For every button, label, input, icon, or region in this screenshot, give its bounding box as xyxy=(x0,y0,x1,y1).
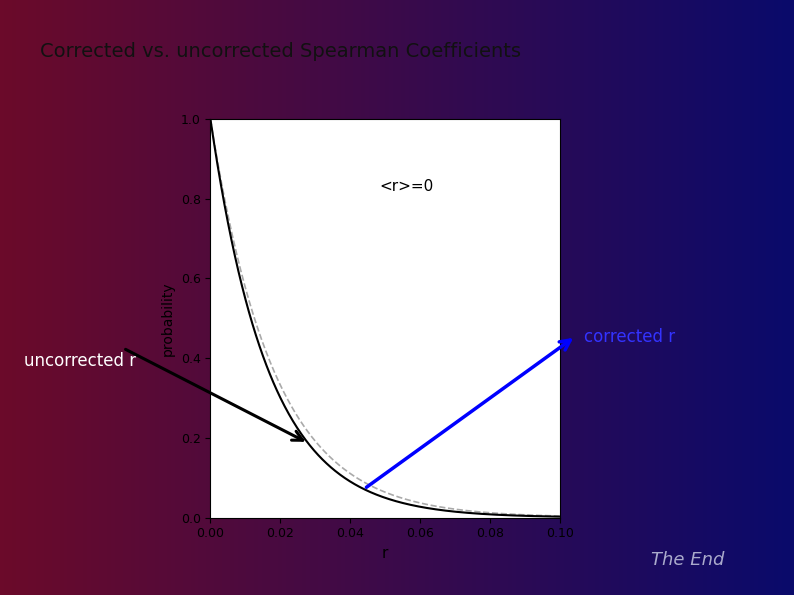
Y-axis label: probability: probability xyxy=(161,281,175,356)
Text: corrected r: corrected r xyxy=(584,328,675,346)
X-axis label: r: r xyxy=(382,546,388,561)
Text: Corrected vs. uncorrected Spearman Coefficients: Corrected vs. uncorrected Spearman Coeff… xyxy=(40,42,521,61)
Text: uncorrected r: uncorrected r xyxy=(24,352,136,370)
Text: The End: The End xyxy=(651,551,724,569)
Text: <r>=0: <r>=0 xyxy=(379,178,434,194)
